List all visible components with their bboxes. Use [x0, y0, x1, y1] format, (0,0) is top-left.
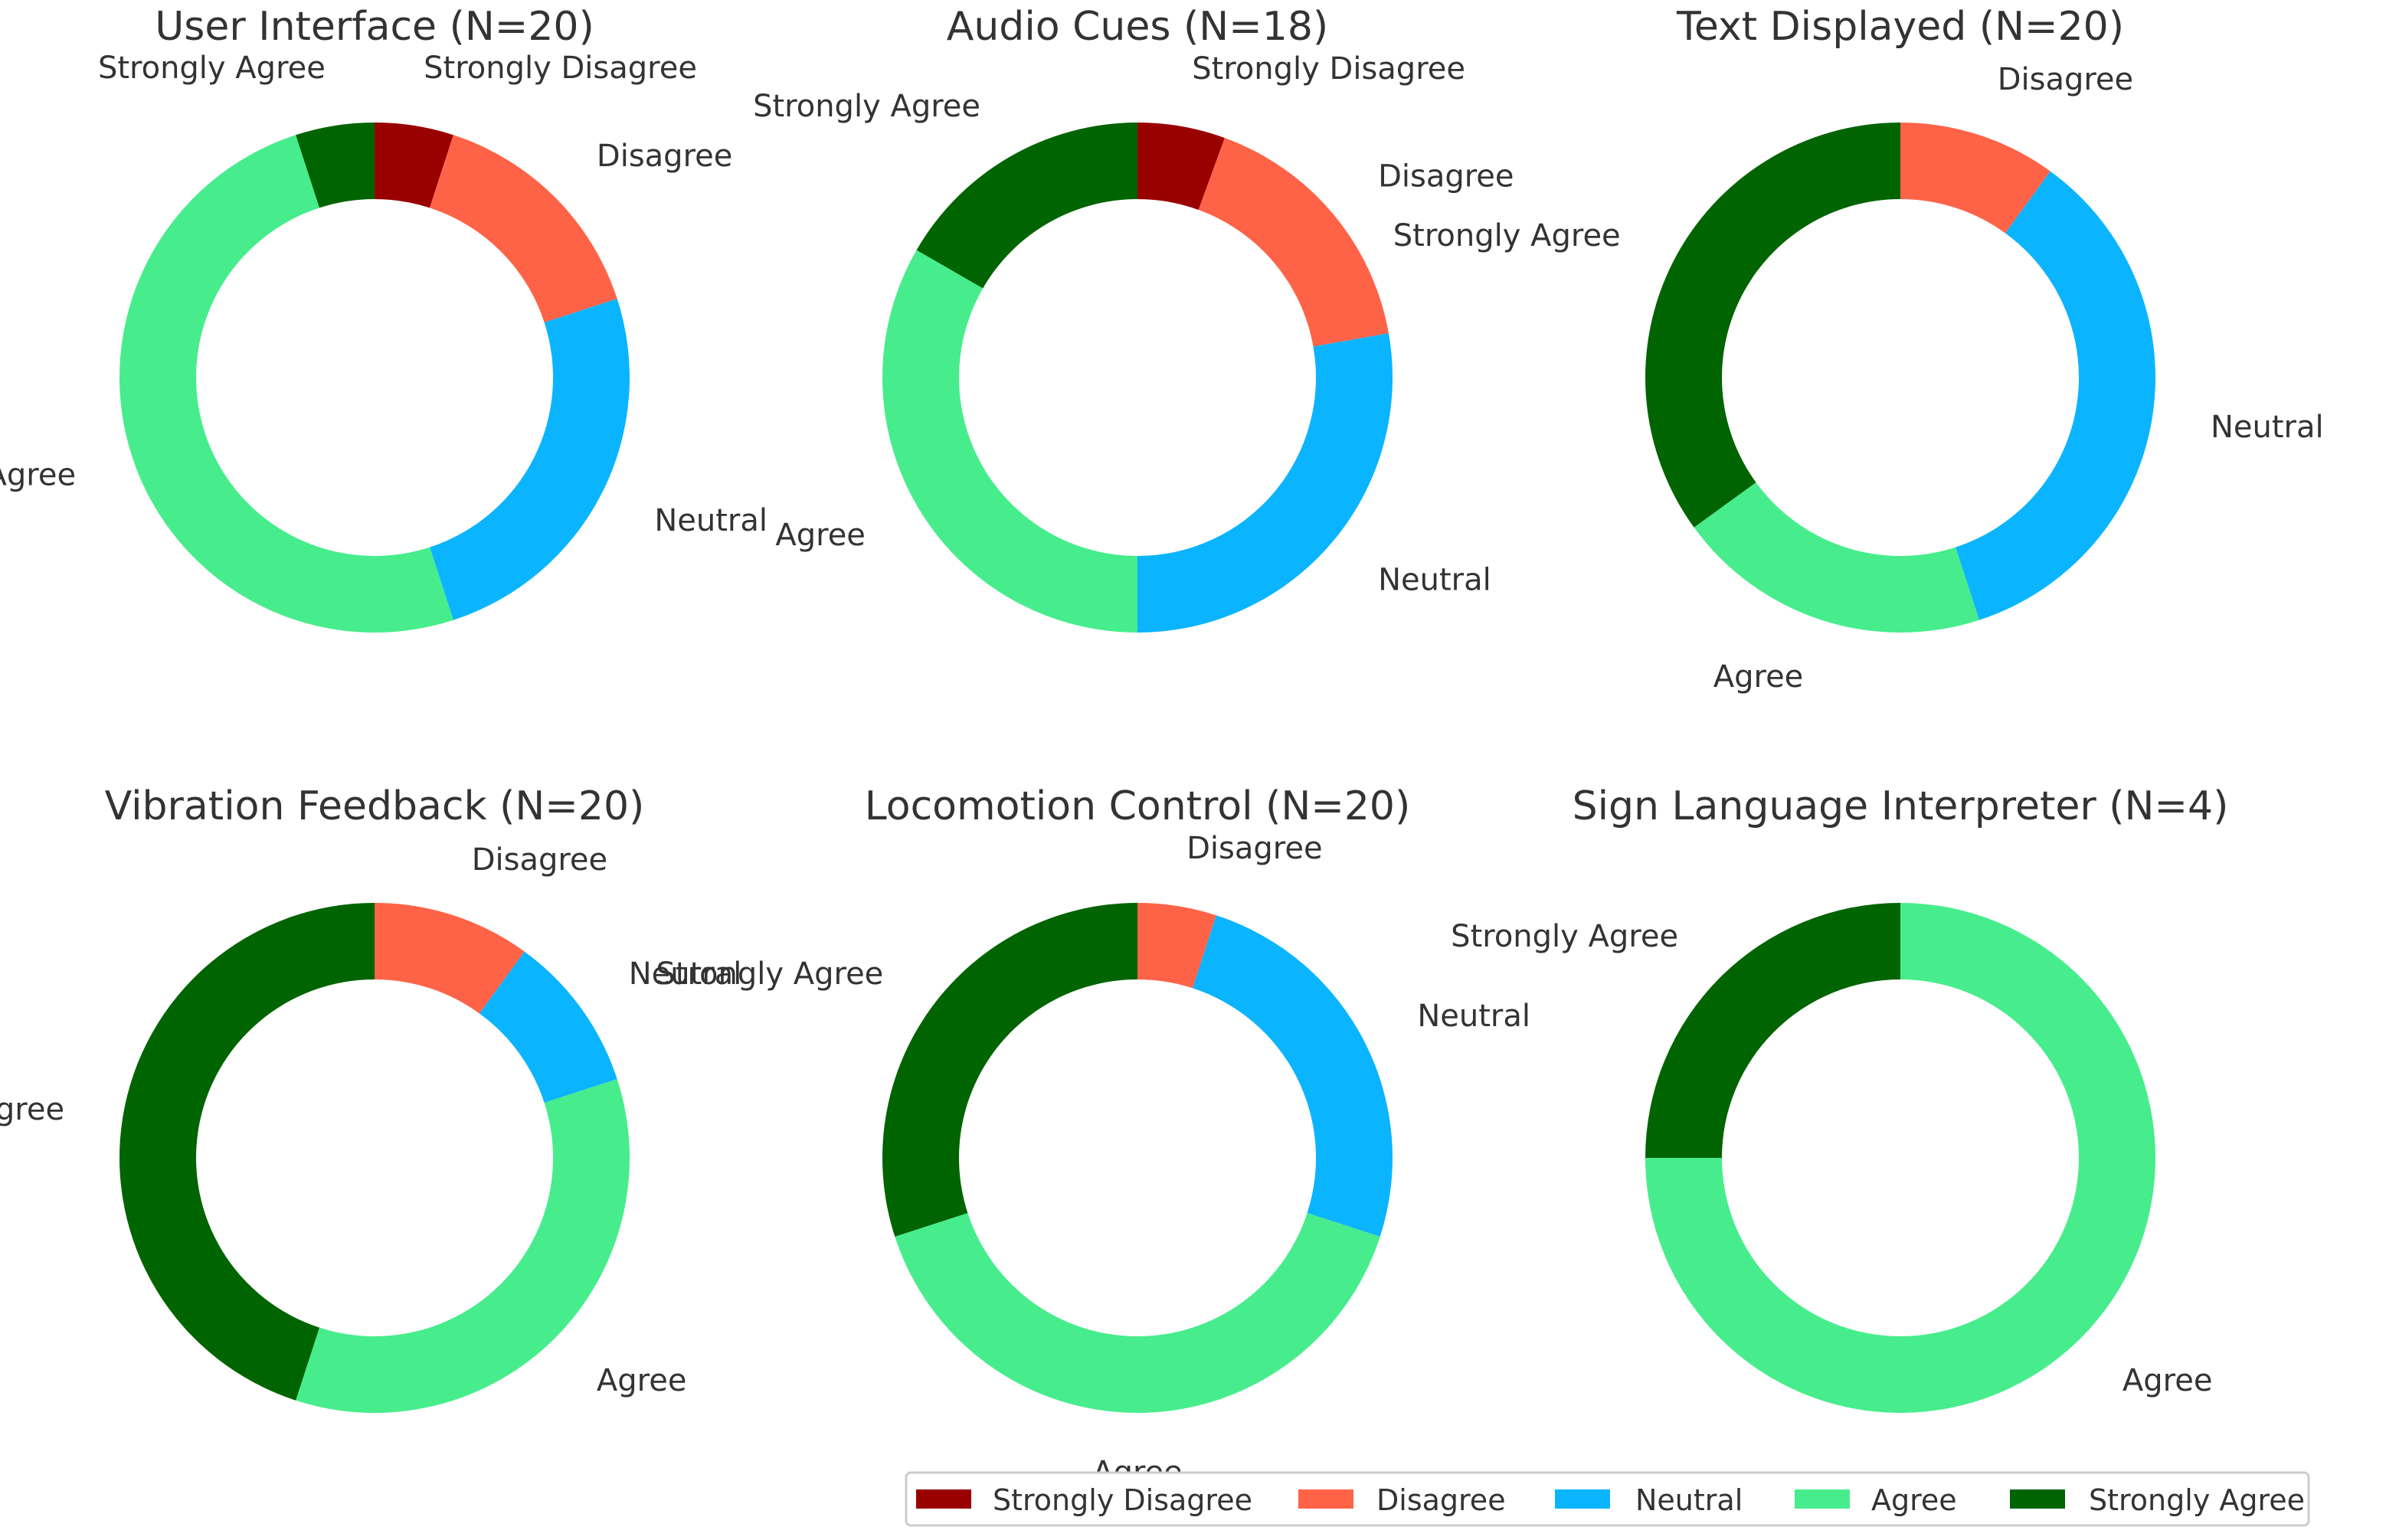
donut-chart-audio-cues-: Audio Cues (N=18)Strongly Disagree Disagr…	[753, 4, 1514, 633]
chart-title: Sign Language Interpreter (N=4)	[1573, 783, 2229, 829]
slice-label-strongly-disagree: Strongly Disagree	[424, 51, 697, 86]
slice-disagree	[375, 903, 525, 1014]
legend-swatch-disagree	[1298, 1489, 1353, 1509]
slice-agree	[895, 1213, 1380, 1413]
slice-label-agree: Agree	[775, 518, 866, 553]
slice-disagree	[1900, 123, 2051, 234]
slice-label-disagree: Disagree	[597, 139, 732, 174]
chart-title: Vibration Feedback (N=20)	[105, 783, 645, 829]
slice-strongly-agree	[296, 123, 375, 208]
slice-neutral	[1137, 333, 1393, 633]
legend-item-disagree: Disagree	[1298, 1483, 1506, 1517]
slice-neutral	[1193, 915, 1393, 1237]
legend-swatch-strongly-disagree	[916, 1489, 971, 1509]
slice-label-neutral: Neutral	[654, 503, 768, 538]
slice-strongly-agree	[1645, 903, 1900, 1158]
slice-neutral	[1956, 171, 2156, 620]
slice-neutral	[430, 299, 630, 620]
slice-label-neutral: Neutral	[1417, 999, 1530, 1034]
slice-label-disagree: Disagree	[1378, 159, 1514, 194]
slice-agree	[296, 1079, 630, 1413]
slice-label-strongly-agree: Strongly Agree	[98, 51, 326, 86]
donut-chart-locomotion-control-: Locomotion Control (N=20)Disagree Neutral…	[656, 783, 1530, 1490]
slice-label-strongly-agree: Strongly Agree	[656, 956, 883, 992]
chart-title: Audio Cues (N=18)	[947, 4, 1328, 50]
legend-label-agree: Agree	[1871, 1483, 1957, 1517]
slice-label-agree: Agree	[1713, 659, 1804, 695]
slice-label-disagree: Disagree	[1998, 62, 2133, 97]
slice-disagree	[1137, 903, 1216, 989]
slice-disagree	[430, 135, 617, 322]
legend-swatch-strongly-agree	[2010, 1489, 2065, 1509]
legend-label-strongly-agree: Strongly Agree	[2089, 1483, 2305, 1517]
slice-label-agree: Agree	[0, 458, 76, 493]
legend-label-disagree: Disagree	[1376, 1483, 1506, 1517]
charts-group: User Interface (N=20)Strongly DisagreeDi…	[0, 4, 2324, 1490]
legend: Strongly Disagree Disagree Neutral Agree…	[905, 1471, 2310, 1527]
slice-label-strongly-agree: Strongly Agree	[1451, 919, 1678, 954]
slice-agree	[882, 250, 1137, 633]
slice-label-disagree: Disagree	[472, 842, 607, 878]
chart-title: Locomotion Control (N=20)	[865, 783, 1411, 829]
legend-swatch-neutral	[1555, 1489, 1610, 1509]
slice-label-strongly-disagree: Strongly Disagree	[1192, 51, 1465, 87]
slice-strongly-agree	[1645, 122, 1900, 528]
legend-item-strongly-agree: Strongly Agree	[2010, 1483, 2305, 1517]
slice-label-neutral: Neutral	[2211, 410, 2324, 445]
chart-title: User Interface (N=20)	[155, 4, 594, 50]
slice-label-strongly-agree: Strongly Agree	[753, 89, 980, 124]
legend-item-neutral: Neutral	[1555, 1483, 1743, 1517]
slice-agree	[1694, 482, 1979, 633]
donut-chart-sign-language-interpreter-: Sign Language Interpreter (N=4) Agree Stro…	[1451, 783, 2228, 1413]
donut-chart-text-displayed-: Text Displayed (N=20) Disagree Neutral Agre…	[1393, 4, 2324, 695]
slice-label-agree: Agree	[597, 1363, 687, 1398]
legend-item-agree: Agree	[1795, 1483, 1957, 1517]
slice-strongly-agree	[916, 122, 1137, 289]
legend-swatch-agree	[1795, 1489, 1850, 1509]
legend-label-strongly-disagree: Strongly Disagree	[993, 1483, 1252, 1517]
slice-label-neutral: Neutral	[629, 956, 742, 992]
slice-strongly-disagree	[1137, 123, 1225, 211]
slice-label-agree: Agree	[2123, 1363, 2213, 1398]
chart-title: Text Displayed (N=20)	[1676, 4, 2124, 50]
slice-agree	[1645, 903, 2155, 1413]
slice-disagree	[1198, 138, 1389, 347]
legend-label-neutral: Neutral	[1635, 1483, 1743, 1517]
slice-label-neutral: Neutral	[1378, 563, 1491, 598]
slice-strongly-agree	[119, 903, 375, 1401]
slice-neutral	[479, 951, 617, 1103]
slice-label-strongly-agree: Strongly Agree	[1393, 218, 1621, 253]
slice-strongly-agree	[882, 903, 1137, 1237]
slice-strongly-disagree	[375, 123, 453, 208]
donut-chart-user-interface-: User Interface (N=20)Strongly Disagree Di…	[0, 4, 768, 633]
legend-item-strongly-disagree: Strongly Disagree	[916, 1483, 1252, 1517]
slice-label-strongly-agree: Strongly Agree	[0, 1092, 64, 1127]
slice-label-disagree: Disagree	[1186, 831, 1322, 866]
slice-agree	[119, 135, 453, 633]
donut-chart-vibration-feedback-: Vibration Feedback (N=20) Disagree Neutral…	[0, 783, 741, 1413]
